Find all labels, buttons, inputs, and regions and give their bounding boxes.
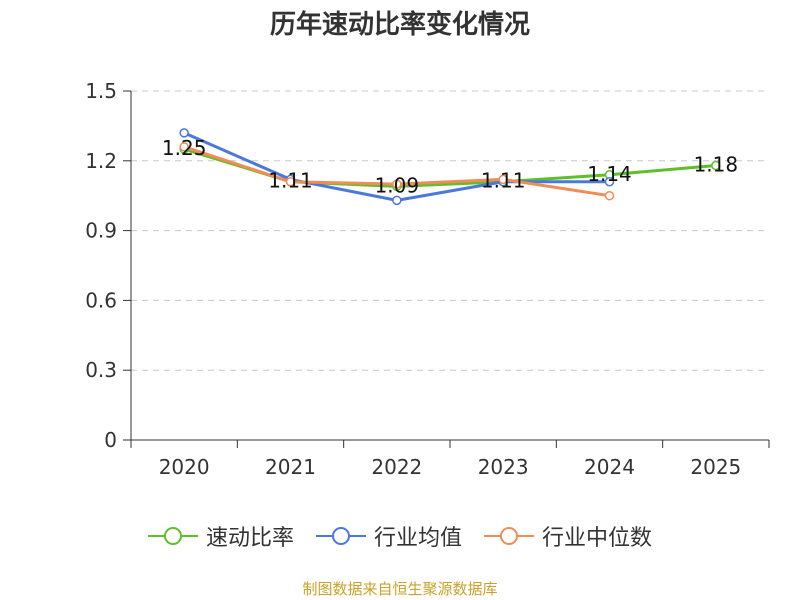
chart-title: 历年速动比率变化情况 bbox=[269, 10, 530, 40]
data-point bbox=[604, 176, 615, 187]
legend-line-icon bbox=[147, 527, 198, 545]
x-tick-label: 2020 bbox=[159, 455, 210, 479]
data-label: 1.25 bbox=[162, 136, 207, 160]
y-tick-label: 0 bbox=[104, 428, 117, 452]
legend-item-industry-median[interactable]: 行业中位数 bbox=[484, 520, 652, 552]
data-point bbox=[604, 190, 615, 201]
y-tick-label: 1.2 bbox=[85, 149, 117, 173]
data-point bbox=[179, 128, 189, 138]
x-tick-label: 2025 bbox=[690, 455, 741, 479]
legend: 速动比率 行业均值 行业中位数 bbox=[0, 520, 800, 552]
axes bbox=[123, 90, 770, 448]
legend-item-industry-mean[interactable]: 行业均值 bbox=[315, 520, 462, 552]
y-tick-label: 0.6 bbox=[85, 288, 117, 312]
x-tick-label: 2022 bbox=[371, 455, 422, 479]
data-point bbox=[392, 179, 402, 189]
data-label: 1.14 bbox=[587, 162, 632, 186]
data-labels: 1.25 1.11 1.09 1.11 1.14 1.18 bbox=[162, 136, 738, 197]
data-point bbox=[711, 160, 721, 171]
legend-line-icon bbox=[315, 527, 366, 545]
data-label: 1.11 bbox=[481, 169, 526, 193]
data-label: 1.11 bbox=[268, 169, 313, 193]
legend-line-icon bbox=[484, 527, 534, 545]
data-label: 1.09 bbox=[375, 173, 420, 197]
data-point bbox=[392, 195, 402, 206]
data-point bbox=[179, 142, 189, 152]
legend-label: 行业均值 bbox=[373, 526, 462, 551]
series-group bbox=[179, 128, 721, 206]
data-point bbox=[285, 176, 296, 187]
tick-labels: 0 0.3 0.6 0.9 1.2 1.5 2020 2021 2022 2023 2024 2025 bbox=[85, 79, 741, 479]
y-tick-label: 1.5 bbox=[85, 79, 117, 103]
y-tick-label: 0.3 bbox=[85, 358, 117, 382]
grid-lines bbox=[131, 90, 769, 371]
x-tick-label: 2021 bbox=[265, 455, 316, 479]
data-point bbox=[498, 174, 508, 185]
legend-item-quick-ratio[interactable]: 速动比率 bbox=[147, 520, 294, 552]
source-note: 制图数据来自恒生聚源数据库 bbox=[302, 580, 498, 598]
legend-label: 速动比率 bbox=[205, 526, 294, 551]
y-tick-label: 0.9 bbox=[85, 219, 117, 243]
legend-label: 行业中位数 bbox=[542, 526, 653, 551]
x-tick-label: 2023 bbox=[478, 455, 529, 479]
data-label: 1.18 bbox=[694, 152, 739, 176]
x-tick-label: 2024 bbox=[584, 455, 635, 479]
